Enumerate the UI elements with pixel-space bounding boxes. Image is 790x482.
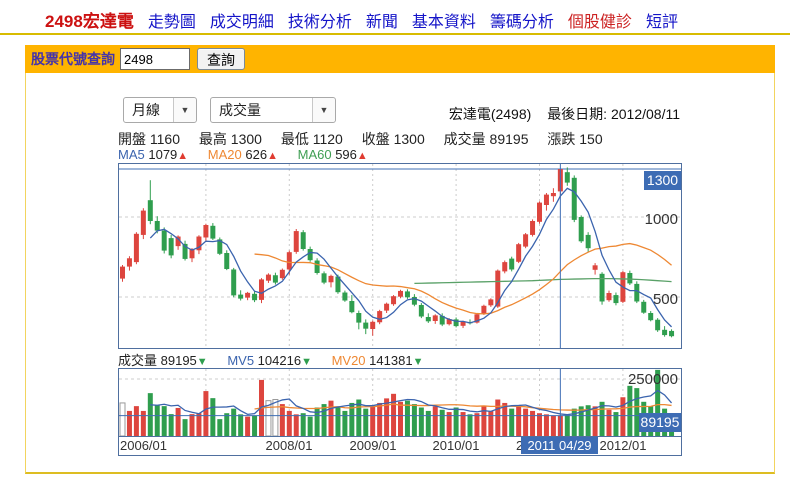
- query-button[interactable]: 查詢: [197, 48, 245, 70]
- chevron-down-icon[interactable]: ▼: [312, 98, 335, 122]
- vol-label: 成交量: [118, 353, 158, 368]
- stock-header: 宏達電(2498) 最後日期: 2012/08/11: [380, 104, 680, 124]
- ma20-label: MA20: [207, 147, 242, 162]
- down-arrow-icon: ▼: [196, 356, 208, 368]
- x-axis-label: 2006/01: [120, 438, 167, 453]
- change-label: 漲跌: [547, 131, 576, 147]
- indicator-select[interactable]: 成交量 ▼: [210, 97, 336, 123]
- stock-code-input[interactable]: [120, 48, 190, 70]
- high-value: 1300: [230, 131, 262, 147]
- high-label: 最高: [198, 131, 227, 147]
- x-axis-strip: 2012/012011/012010/012009/012008/012006/…: [119, 436, 681, 455]
- nav-item-trend[interactable]: 走勢圖: [147, 14, 196, 31]
- open-label: 開盤: [118, 131, 146, 147]
- nav-item-news[interactable]: 新聞: [365, 14, 398, 31]
- price-chart-canvas[interactable]: [119, 164, 681, 348]
- nav-item-health-check[interactable]: 個股健診: [567, 14, 632, 31]
- change-value: 150: [579, 131, 603, 147]
- divider: [0, 33, 790, 35]
- nav-item-transactions[interactable]: 成交明細: [209, 14, 274, 31]
- stock-name: 宏達電(2498): [448, 106, 532, 122]
- price-axis-label-500: 500: [652, 291, 678, 308]
- x-axis-label: 2008/01: [265, 438, 313, 453]
- mv20-label: MV20: [331, 353, 366, 368]
- down-arrow-icon: ▼: [301, 356, 312, 368]
- up-arrow-icon: ▲: [267, 150, 278, 162]
- top-nav: 2498宏達電 走勢圖 成交明細 技術分析 新聞 基本資料 籌碼分析 個股健診 …: [45, 7, 678, 32]
- nav-stock-title: 2498宏達電: [45, 12, 134, 31]
- low-label: 最低: [280, 131, 309, 147]
- volume-chart-canvas[interactable]: [119, 369, 681, 437]
- indicator-select-value: 成交量: [219, 102, 261, 118]
- ma20-value: 626: [245, 147, 268, 162]
- volume-value: 89195: [489, 131, 529, 147]
- x-axis-label: 2010/01: [432, 438, 480, 453]
- stock-query-bar: 股票代號查詢 查詢: [25, 45, 775, 73]
- mv5-value: 104216: [257, 353, 302, 368]
- last-date: 最後日期: 2012/08/11: [547, 106, 680, 122]
- ma60-value: 596: [335, 147, 357, 162]
- selected-date-badge: 2011 04/29: [521, 437, 598, 454]
- volume-chart[interactable]: 250000 89195 2012/012011/012010/012009/0…: [118, 368, 682, 456]
- stock-code-label: 股票代號查詢: [31, 51, 115, 67]
- volume-label: 成交量: [443, 131, 486, 147]
- period-select-value: 月線: [132, 102, 160, 118]
- x-axis-label: 2012/01: [599, 438, 647, 453]
- nav-item-short-review[interactable]: 短評: [645, 14, 678, 31]
- ma60-label: MA60: [297, 147, 332, 162]
- mv5-label: MV5: [227, 353, 255, 368]
- down-arrow-icon: ▼: [412, 356, 424, 368]
- nav-item-technical-analysis[interactable]: 技術分析: [287, 14, 352, 31]
- low-value: 1120: [312, 131, 343, 147]
- price-chart[interactable]: 1000 500 1300: [118, 163, 682, 349]
- price-axis-label-1000: 1000: [644, 211, 678, 228]
- x-axis-label: 2009/01: [349, 438, 397, 453]
- open-value: 1160: [149, 131, 180, 147]
- nav-item-fundamentals[interactable]: 基本資料: [411, 14, 476, 31]
- nav-item-chip-analysis[interactable]: 籌碼分析: [489, 14, 554, 31]
- ohlc-readout: 開盤 1160 最高 1300 最低 1120 收盤 1300 成交量 8919…: [118, 129, 618, 149]
- close-label: 收盤: [361, 131, 390, 147]
- selected-volume-badge: 89195: [639, 413, 681, 432]
- up-arrow-icon: ▲: [177, 150, 189, 162]
- ma5-label: MA5: [118, 147, 145, 162]
- close-value: 1300: [393, 131, 425, 147]
- up-arrow-icon: ▲: [356, 150, 368, 162]
- period-select[interactable]: 月線 ▼: [123, 97, 197, 123]
- vol-value: 89195: [160, 353, 197, 368]
- ma5-value: 1079: [148, 147, 178, 162]
- mv20-value: 141381: [369, 353, 413, 368]
- chevron-down-icon[interactable]: ▼: [173, 98, 196, 122]
- volume-axis-label-250000: 250000: [627, 371, 678, 388]
- volume-readout: 成交量 89195▼ MV5 104216▼ MV20 141381▼: [118, 350, 439, 369]
- selected-price-badge: 1300: [644, 171, 681, 190]
- ma-readout: MA5 1079▲ MA20 626▲ MA60 596▲: [118, 147, 384, 162]
